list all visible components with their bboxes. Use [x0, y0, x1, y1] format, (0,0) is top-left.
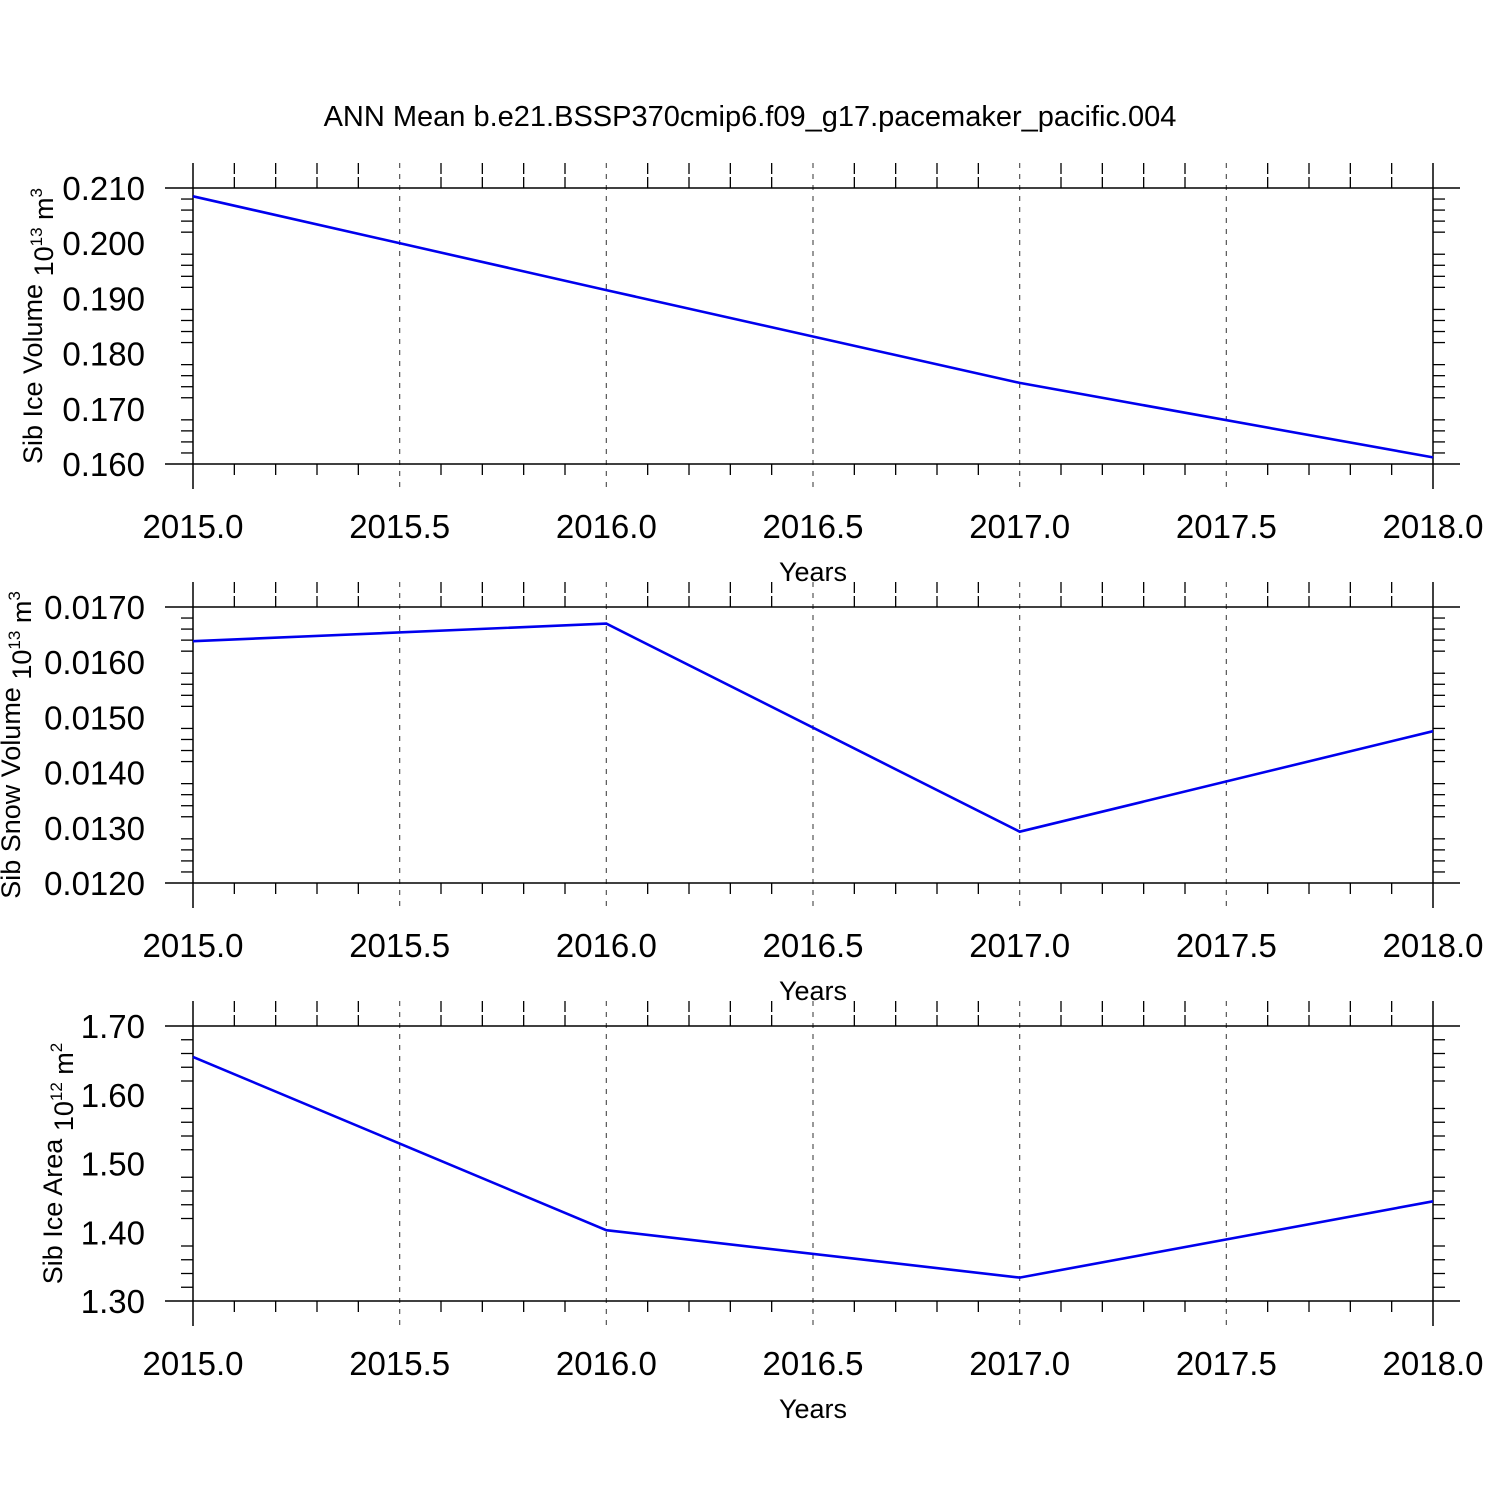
x-tick-label: 2017.0	[969, 508, 1070, 545]
y-axis-title: Sib Ice Area 1012 m2	[38, 1043, 79, 1285]
x-tick-label: 2016.5	[763, 508, 864, 545]
x-tick-label: 2018.0	[1383, 1345, 1484, 1382]
x-tick-label: 2018.0	[1383, 508, 1484, 545]
x-tick-label: 2016.0	[556, 1345, 657, 1382]
y-tick-label: 1.60	[81, 1077, 145, 1114]
y-tick-label: 0.180	[62, 336, 145, 373]
y-axis-title-ylabel-unit-base: 10	[29, 246, 59, 276]
x-tick-label: 2017.5	[1176, 508, 1277, 545]
series-line	[192, 1055, 1434, 1279]
y-axis-title-ylabel: Sib Ice Area	[38, 1138, 68, 1285]
x-tick-label: 2017.5	[1176, 927, 1277, 964]
y-tick-label: 0.0170	[44, 589, 145, 626]
y-axis-title-ylabel-unit: m	[49, 1052, 79, 1075]
y-axis-title-ylabel-unit-exp: 12	[47, 1082, 66, 1101]
y-axis-title-ylabel: Sib Snow Volume	[0, 687, 26, 899]
y-tick-label: 0.0140	[44, 755, 145, 792]
x-tick-label: 2015.0	[143, 927, 244, 964]
x-tick-label: 2015.0	[143, 508, 244, 545]
x-tick-label: 2015.5	[349, 1345, 450, 1382]
y-tick-label: 1.30	[81, 1283, 145, 1320]
y-axis-title-ylabel-unit: m	[7, 601, 37, 624]
chart-title: ANN Mean b.e21.BSSP370cmip6.f09_g17.pace…	[324, 101, 1177, 133]
x-tick-label: 2017.0	[969, 1345, 1070, 1382]
y-tick-label: 0.200	[62, 225, 145, 262]
x-tick-label: 2015.5	[349, 508, 450, 545]
y-axis-title-ylabel-unit-pow: 3	[27, 188, 46, 197]
panel-3: 2015.0 2015.5 2016.0 2016.5 2017.0 2017.5 2018…	[38, 1001, 1483, 1424]
y-tick-label: 0.190	[62, 280, 145, 317]
y-tick-label: 1.70	[81, 1008, 145, 1045]
series-line	[192, 195, 1434, 459]
y-tick-label: 0.0150	[44, 699, 145, 736]
y-axis-title: Sib Snow Volume 1013 m3	[0, 591, 37, 899]
y-tick-label: 0.210	[62, 170, 145, 207]
x-tick-label: 2015.0	[143, 1345, 244, 1382]
y-axis-title-ylabel-unit-base: 10	[7, 650, 37, 680]
y-axis-title-ylabel: Sib Ice Volume	[18, 284, 48, 464]
y-tick-label: 0.0120	[44, 865, 145, 902]
y-tick-label: 0.160	[62, 446, 145, 483]
x-tick-label: 2017.5	[1176, 1345, 1277, 1382]
y-tick-label: 1.40	[81, 1214, 145, 1251]
panel-1: 2015.0 2015.5 2016.0 2016.5 2017.0 2017.5 2018…	[18, 163, 1483, 587]
y-tick-label: 0.0130	[44, 810, 145, 847]
y-axis-title-ylabel-unit-pow: 3	[5, 591, 24, 600]
x-tick-label: 2016.5	[763, 1345, 864, 1382]
series-line	[192, 622, 1434, 834]
y-tick-label: 1.50	[81, 1146, 145, 1183]
y-axis-title-ylabel-unit-exp: 13	[5, 631, 24, 650]
x-tick-label: 2018.0	[1383, 927, 1484, 964]
y-tick-label: 0.170	[62, 391, 145, 428]
x-tick-label: 2017.0	[969, 927, 1070, 964]
x-axis-title: Years	[779, 1394, 847, 1424]
x-tick-label: 2016.5	[763, 927, 864, 964]
x-tick-label: 2016.0	[556, 927, 657, 964]
y-axis-title-ylabel-unit: m	[29, 197, 59, 220]
y-axis-title-ylabel-unit-exp: 13	[27, 227, 46, 246]
panel-2: 2015.0 2015.5 2016.0 2016.5 2017.0 2017.5 2018…	[0, 582, 1483, 1006]
y-axis-title: Sib Ice Volume 1013 m3	[18, 188, 59, 464]
panels: 2015.0 2015.5 2016.0 2016.5 2017.0 2017.5 2018…	[0, 163, 1483, 1424]
y-axis-title-ylabel-unit-base: 10	[49, 1101, 79, 1131]
x-tick-label: 2015.5	[349, 927, 450, 964]
x-tick-label: 2016.0	[556, 508, 657, 545]
y-tick-label: 0.0160	[44, 644, 145, 681]
y-axis-title-ylabel-unit-pow: 2	[47, 1043, 66, 1052]
